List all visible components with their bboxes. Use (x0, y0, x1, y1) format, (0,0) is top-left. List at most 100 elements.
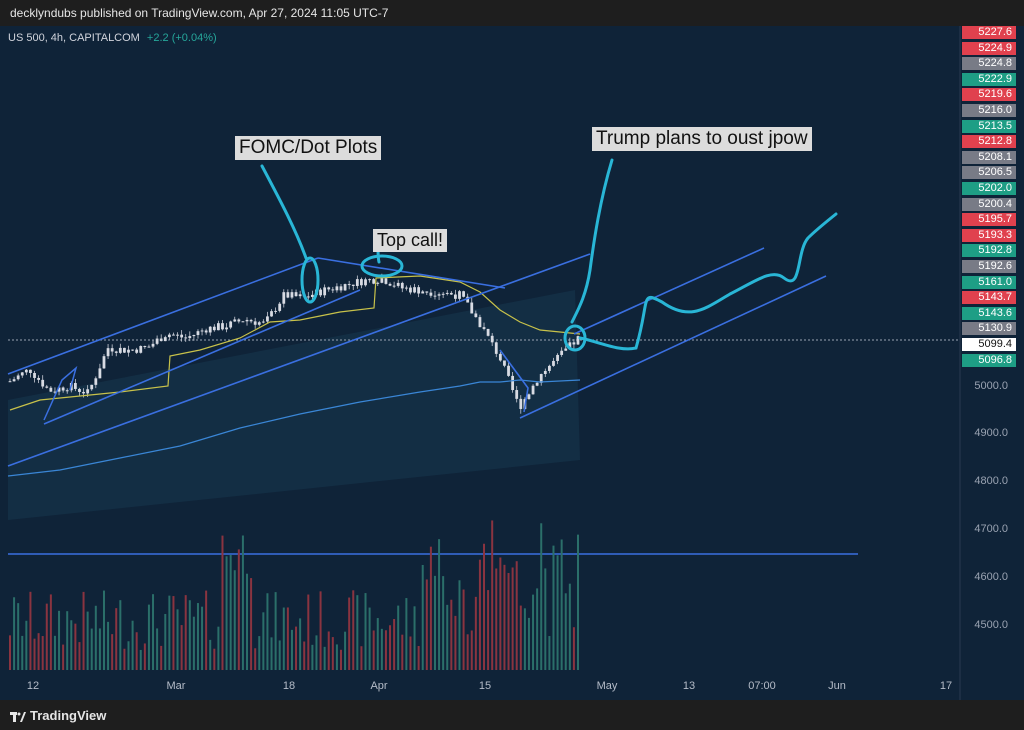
candle-body (327, 287, 331, 290)
symbol-change: +2.2 (+0.04%) (146, 32, 217, 44)
volume-bar (119, 600, 122, 670)
volume-bar (544, 568, 547, 670)
volume-bar (401, 634, 404, 670)
channel-upper-line[interactable] (7, 257, 319, 375)
candle-body (147, 346, 151, 348)
note-trump[interactable]: Trump plans to oust jpow (592, 127, 812, 151)
candle-body (20, 372, 24, 376)
date-axis-label: 17 (939, 680, 953, 692)
volume-bar (450, 599, 453, 670)
candle-body (278, 303, 282, 311)
top-resistance-line[interactable] (317, 257, 506, 289)
volume-bar (438, 539, 441, 670)
volume-bar (258, 636, 261, 670)
projection-upper-line[interactable] (573, 247, 765, 335)
long-trend-line[interactable] (7, 253, 591, 467)
candle-body (515, 390, 519, 399)
candle-body (261, 321, 265, 323)
candle-body (106, 348, 110, 357)
volume-bar (572, 627, 575, 670)
candle-body (323, 287, 327, 296)
candle-body (221, 323, 224, 330)
volume-bar (515, 561, 518, 670)
candle-body (392, 285, 396, 287)
volume-bar (536, 588, 539, 670)
date-axis-label: Jun (828, 680, 846, 692)
volume-bar (364, 593, 367, 670)
volume-bar (454, 615, 457, 670)
chart-area[interactable]: US 500, 4h, CAPITALCOM +2.2 (+0.04%) 522… (0, 26, 1024, 700)
price-tag: 5195.7 (962, 213, 1016, 227)
volume-bar (339, 649, 342, 670)
candle-body (159, 338, 163, 342)
price-axis-label: 4500.0 (974, 619, 1008, 631)
volume-bar (225, 556, 228, 670)
volume-bar (131, 620, 134, 670)
price-tag: 5193.3 (962, 228, 1016, 242)
volume-bar (303, 641, 306, 670)
candle-body (564, 348, 568, 351)
price-tag: 5130.9 (962, 322, 1016, 336)
candle-body (86, 389, 90, 394)
volume-bar (458, 580, 461, 670)
candle-body (351, 284, 355, 286)
volume-bar (405, 598, 408, 670)
volume-bar (213, 648, 216, 670)
volume-bar (90, 628, 93, 670)
publish-bar: decklyndubs published on TradingView.com… (0, 0, 1024, 26)
candle-body (294, 292, 298, 297)
projection-lower-line[interactable] (519, 275, 827, 419)
candle-body (163, 337, 167, 342)
tradingview-logo[interactable]: TradingView (10, 708, 106, 723)
volume-bar (560, 539, 563, 670)
volume-bar (307, 594, 310, 670)
volume-bar (344, 631, 347, 670)
candle-body (404, 287, 408, 289)
volume-bar (442, 576, 445, 670)
volume-bar (548, 636, 551, 670)
volume-bar (360, 646, 363, 670)
volume-bar (299, 618, 302, 670)
volume-bars (9, 520, 579, 670)
price-tag: 5096.8 (962, 353, 1016, 367)
volume-bar (237, 549, 240, 670)
note-fomc[interactable]: FOMC/Dot Plots (235, 136, 382, 160)
candle-body (417, 287, 421, 294)
volume-bar (164, 613, 167, 670)
candle-body (290, 292, 294, 298)
volume-bar (495, 568, 498, 670)
volume-bar (192, 616, 195, 670)
volume-bar (335, 644, 338, 670)
candle-body (143, 346, 147, 348)
candle-body (384, 278, 388, 284)
volume-bar (372, 630, 375, 670)
volume-bar (466, 634, 469, 670)
candle-body (494, 342, 498, 354)
candle-body (114, 351, 118, 353)
candle-body (335, 286, 339, 291)
volume-bar (389, 625, 392, 670)
candle-body (78, 388, 81, 392)
candle-body (257, 322, 261, 325)
note-top-call[interactable]: Top call! (373, 229, 448, 252)
volume-bar (564, 593, 567, 670)
price-axis-label: 4800.0 (974, 475, 1008, 487)
volume-bar (229, 554, 232, 670)
candle-body (478, 317, 482, 328)
price-axis-label: 4700.0 (974, 523, 1008, 535)
candle-body (16, 375, 20, 380)
volume-bar (270, 637, 273, 670)
volume-bar (102, 590, 105, 670)
annotation-strokes (260, 158, 838, 352)
drawn-zigzag-left (43, 365, 78, 421)
date-axis-label: 12 (26, 680, 40, 692)
volume-bar (25, 620, 28, 670)
volume-bar (45, 603, 48, 670)
candle-body (204, 330, 208, 333)
candle-body (360, 279, 363, 286)
price-chart[interactable] (0, 26, 1024, 700)
candle-body (298, 294, 302, 297)
volume-bar (17, 603, 20, 670)
candle-body (437, 294, 441, 296)
channel-lower-line[interactable] (43, 289, 361, 425)
